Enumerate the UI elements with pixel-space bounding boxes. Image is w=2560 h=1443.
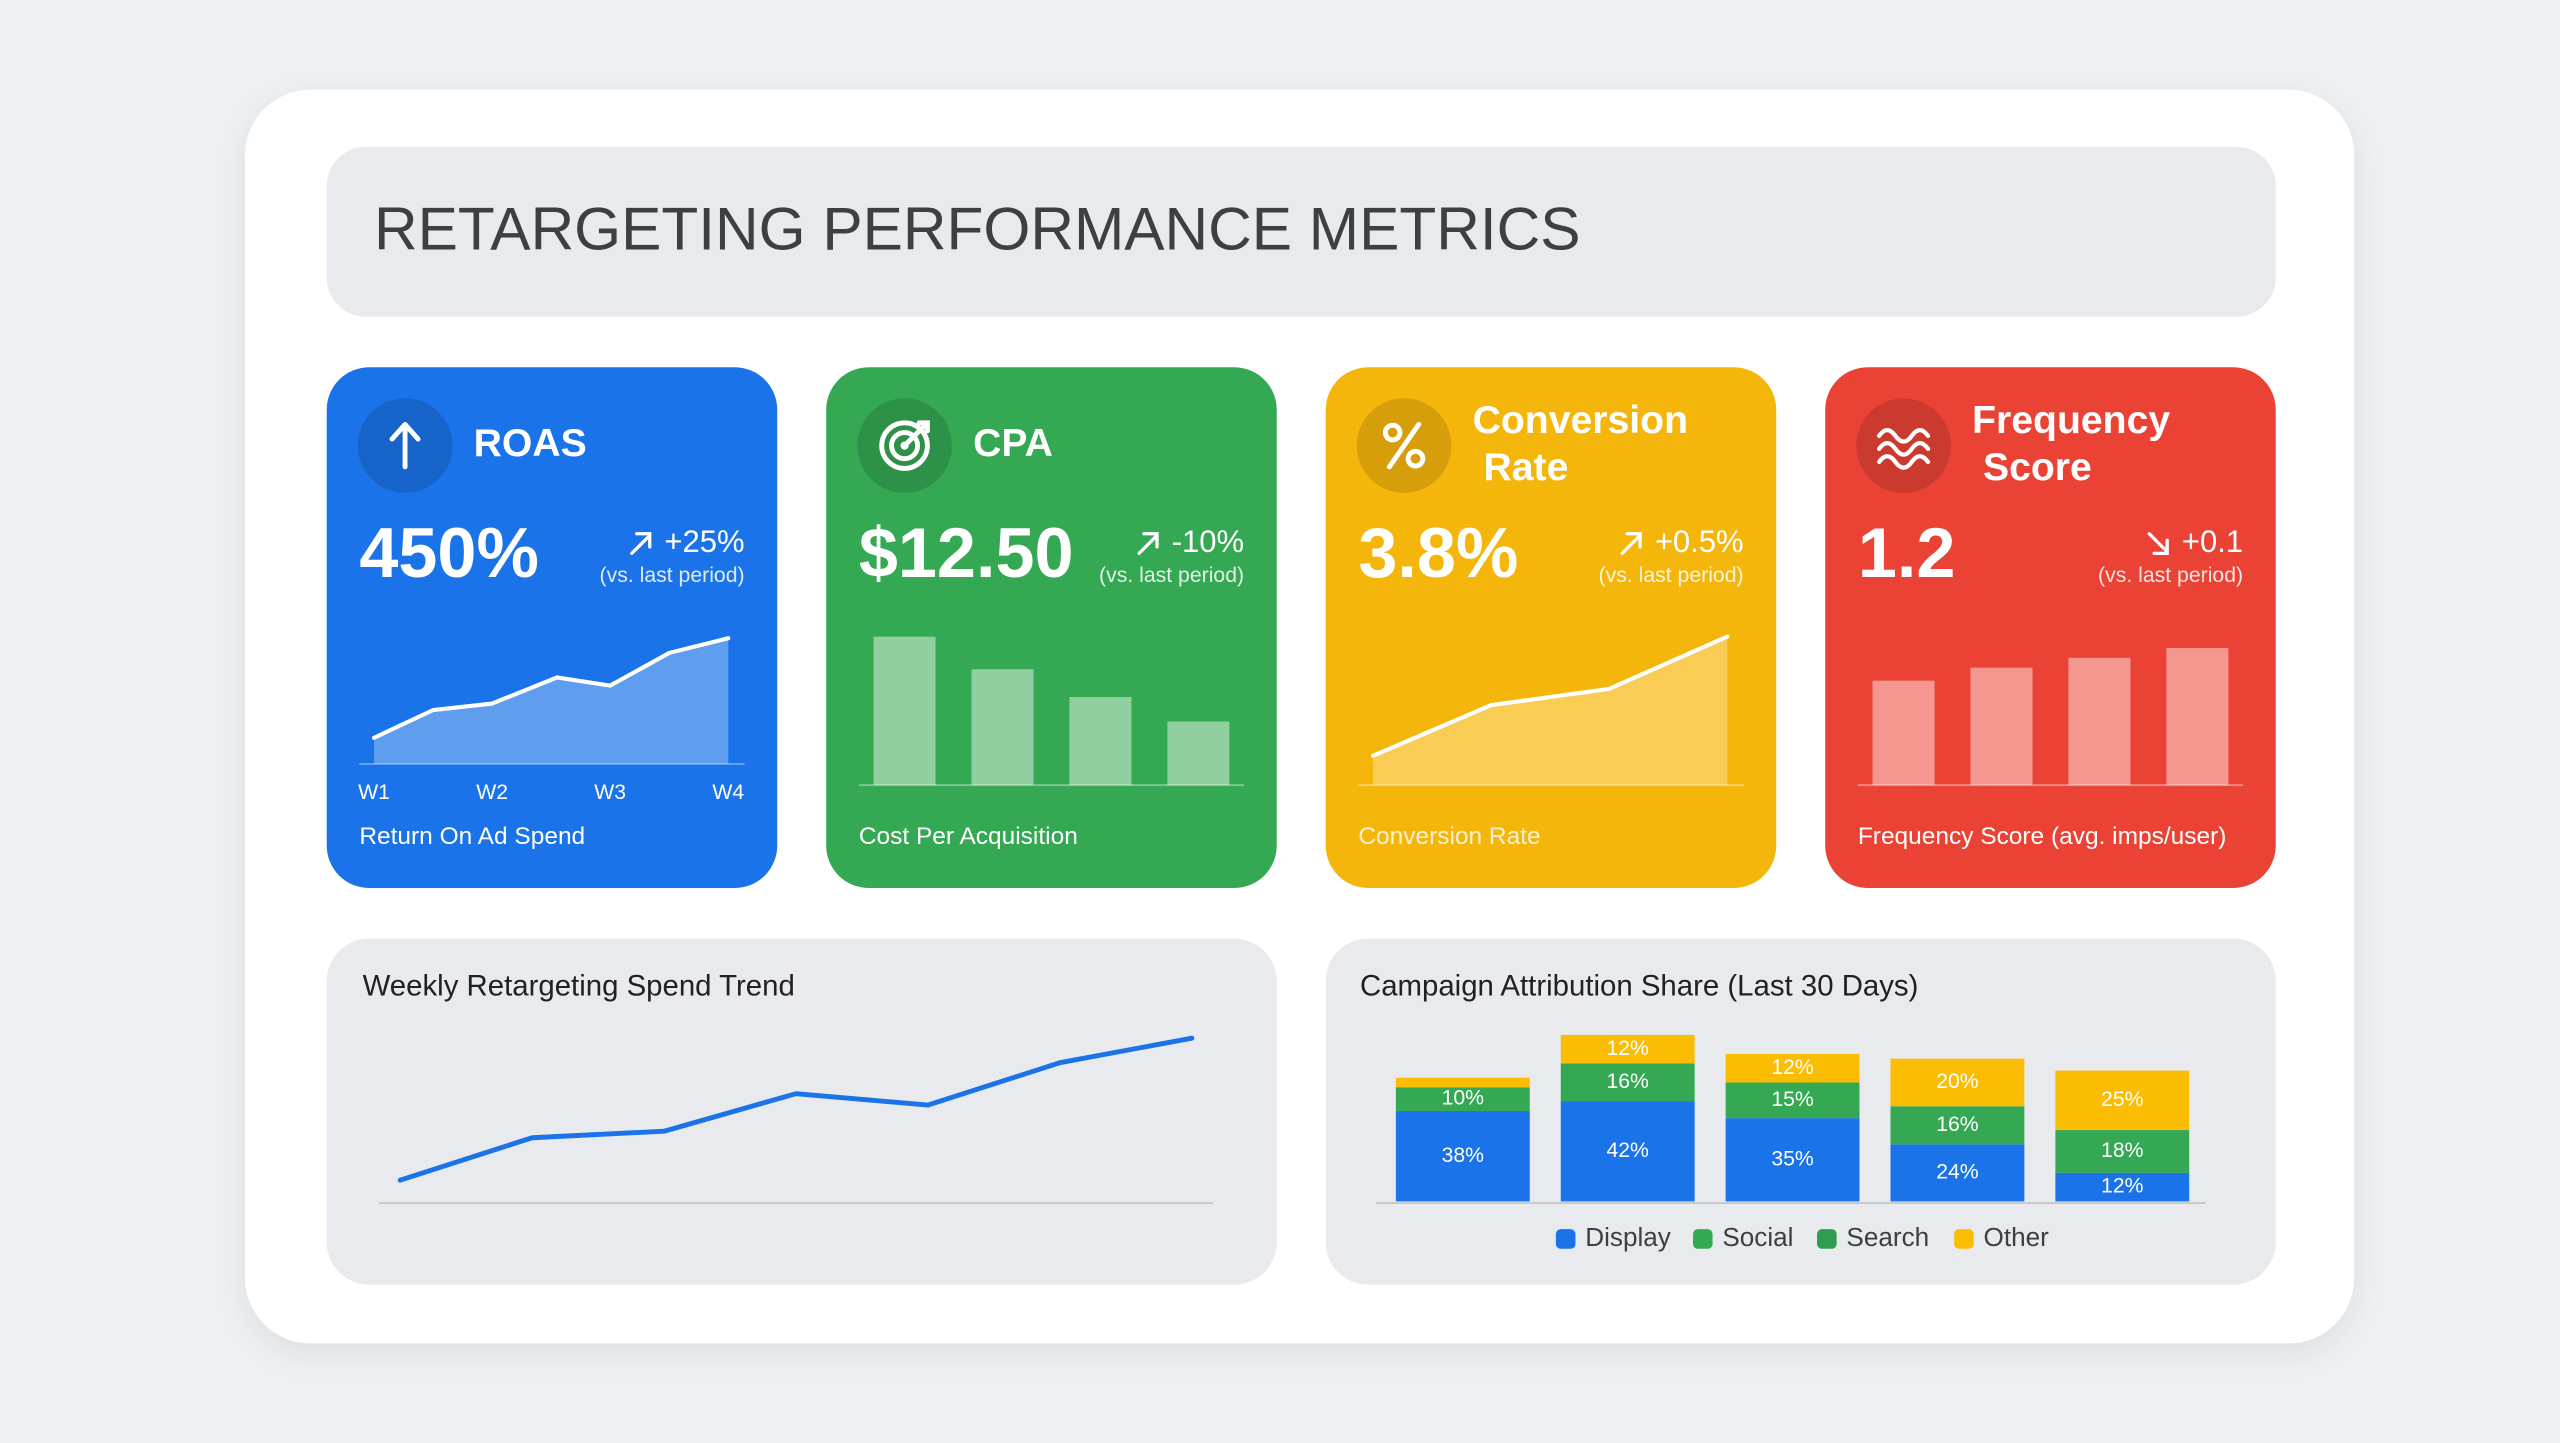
legend-swatch xyxy=(1954,1229,1974,1249)
chart-title: Campaign Attribution Share (Last 30 Days… xyxy=(1360,969,1918,1002)
area xyxy=(1373,636,1728,786)
icon xyxy=(1876,441,1931,457)
segment-label: 15% xyxy=(1771,1088,1814,1111)
page-title: RETARGETING PERFORMANCE METRICS xyxy=(374,194,1580,262)
legend-label: Social xyxy=(1722,1222,1793,1252)
segment-label: 18% xyxy=(2101,1139,2144,1162)
bar xyxy=(971,669,1034,786)
bar-segment xyxy=(1725,1053,1860,1083)
icon xyxy=(1386,421,1422,470)
x-tick-label: W1 xyxy=(358,781,390,804)
bar-segment xyxy=(1890,1106,2025,1145)
bar-segment xyxy=(1560,1034,1695,1064)
icon xyxy=(1382,422,1403,443)
segment-label: 12% xyxy=(2101,1175,2144,1198)
card-title: ROAS xyxy=(474,422,587,465)
kpi-value: 3.8% xyxy=(1358,513,1518,592)
icon xyxy=(1876,428,1931,444)
icon xyxy=(902,420,930,449)
trend-arrow xyxy=(1137,532,1159,555)
bar xyxy=(1069,697,1132,786)
icon xyxy=(879,420,930,471)
bar-segment xyxy=(1725,1118,1860,1202)
segment-label: 24% xyxy=(1936,1160,1979,1183)
card-caption: Conversion Rate xyxy=(1358,823,1540,850)
bar xyxy=(1167,721,1230,786)
bar-segment xyxy=(1725,1082,1860,1119)
bar xyxy=(2068,657,2131,786)
x-tick-label: W3 xyxy=(594,781,626,804)
icon xyxy=(1405,448,1426,469)
kpi-change: +25% xyxy=(664,524,744,559)
legend-label: Display xyxy=(1585,1222,1671,1252)
kpi-value: 450% xyxy=(359,513,539,592)
bar-segment xyxy=(2055,1130,2190,1173)
legend-swatch xyxy=(1692,1229,1713,1249)
legend-label: Search xyxy=(1846,1222,1929,1252)
segment-label: 35% xyxy=(1771,1147,1814,1170)
segment-label: 12% xyxy=(1606,1037,1649,1060)
bar-segment xyxy=(1395,1111,1530,1202)
segment-label: 12% xyxy=(1771,1056,1814,1079)
bar-segment xyxy=(2055,1172,2190,1202)
bar xyxy=(2166,648,2229,786)
legend-label: Other xyxy=(1984,1222,2050,1252)
bar-segment xyxy=(1560,1101,1695,1202)
line xyxy=(397,1035,1195,1183)
card-title: CPA xyxy=(973,422,1053,465)
icon xyxy=(889,430,921,462)
bar xyxy=(1970,667,2033,786)
kpi-change: +0.1 xyxy=(2182,524,2243,559)
card-caption: Cost Per Acquisition xyxy=(859,823,1078,850)
kpi-change-note: (vs. last period) xyxy=(600,564,745,587)
bar-segment xyxy=(1890,1058,2025,1107)
x-tick-label: W2 xyxy=(476,781,508,804)
bar-segment xyxy=(1560,1063,1695,1102)
segment-label: 16% xyxy=(1936,1113,1979,1136)
icon xyxy=(389,421,421,470)
kpi-change-note: (vs. last period) xyxy=(1599,564,1744,587)
trend-panel xyxy=(326,938,1277,1285)
icon xyxy=(1876,454,1931,470)
bar-segment xyxy=(1395,1087,1530,1112)
icon-badge xyxy=(1856,398,1951,493)
segment-label: 16% xyxy=(1606,1070,1649,1093)
bar-segment xyxy=(1890,1144,2025,1202)
segment-label: 38% xyxy=(1442,1144,1485,1167)
bar xyxy=(1872,680,1935,786)
bar-segment xyxy=(2055,1070,2190,1131)
card-caption: Return On Ad Spend xyxy=(359,823,585,850)
kpi-change: -10% xyxy=(1172,524,1244,559)
legend-swatch xyxy=(1555,1229,1576,1249)
card-title: Conversion Rate xyxy=(1473,399,1688,489)
segment-label: 20% xyxy=(1936,1070,1979,1093)
bar xyxy=(873,636,936,786)
trend-arrow xyxy=(2147,532,2169,555)
kpi-value: $12.50 xyxy=(859,513,1074,592)
kpi-change-note: (vs. last period) xyxy=(1099,564,1244,587)
kpi-card xyxy=(326,367,778,888)
kpi-change: +0.5% xyxy=(1655,524,1744,559)
line xyxy=(1371,634,1730,758)
legend-swatch xyxy=(1817,1229,1837,1249)
x-tick-label: W4 xyxy=(712,781,744,804)
kpi-change-note: (vs. last period) xyxy=(2098,564,2243,587)
kpi-value: 1.2 xyxy=(1858,513,1956,592)
header xyxy=(326,146,2276,317)
trend-arrow xyxy=(630,532,652,555)
segment-label: 25% xyxy=(2101,1088,2144,1111)
chart-title: Weekly Retargeting Spend Trend xyxy=(363,969,795,1002)
card-title: Frequency Score xyxy=(1972,399,2170,489)
card-caption: Frequency Score (avg. imps/user) xyxy=(1858,823,2227,850)
kpi-card xyxy=(1325,367,1777,888)
trend-arrow xyxy=(1620,532,1642,555)
segment-label: 10% xyxy=(1442,1087,1485,1110)
bar-segment xyxy=(1395,1077,1530,1088)
segment-label: 42% xyxy=(1606,1139,1649,1162)
kpi-card xyxy=(1825,367,2276,888)
line xyxy=(372,636,731,740)
kpi-card xyxy=(826,367,1277,888)
